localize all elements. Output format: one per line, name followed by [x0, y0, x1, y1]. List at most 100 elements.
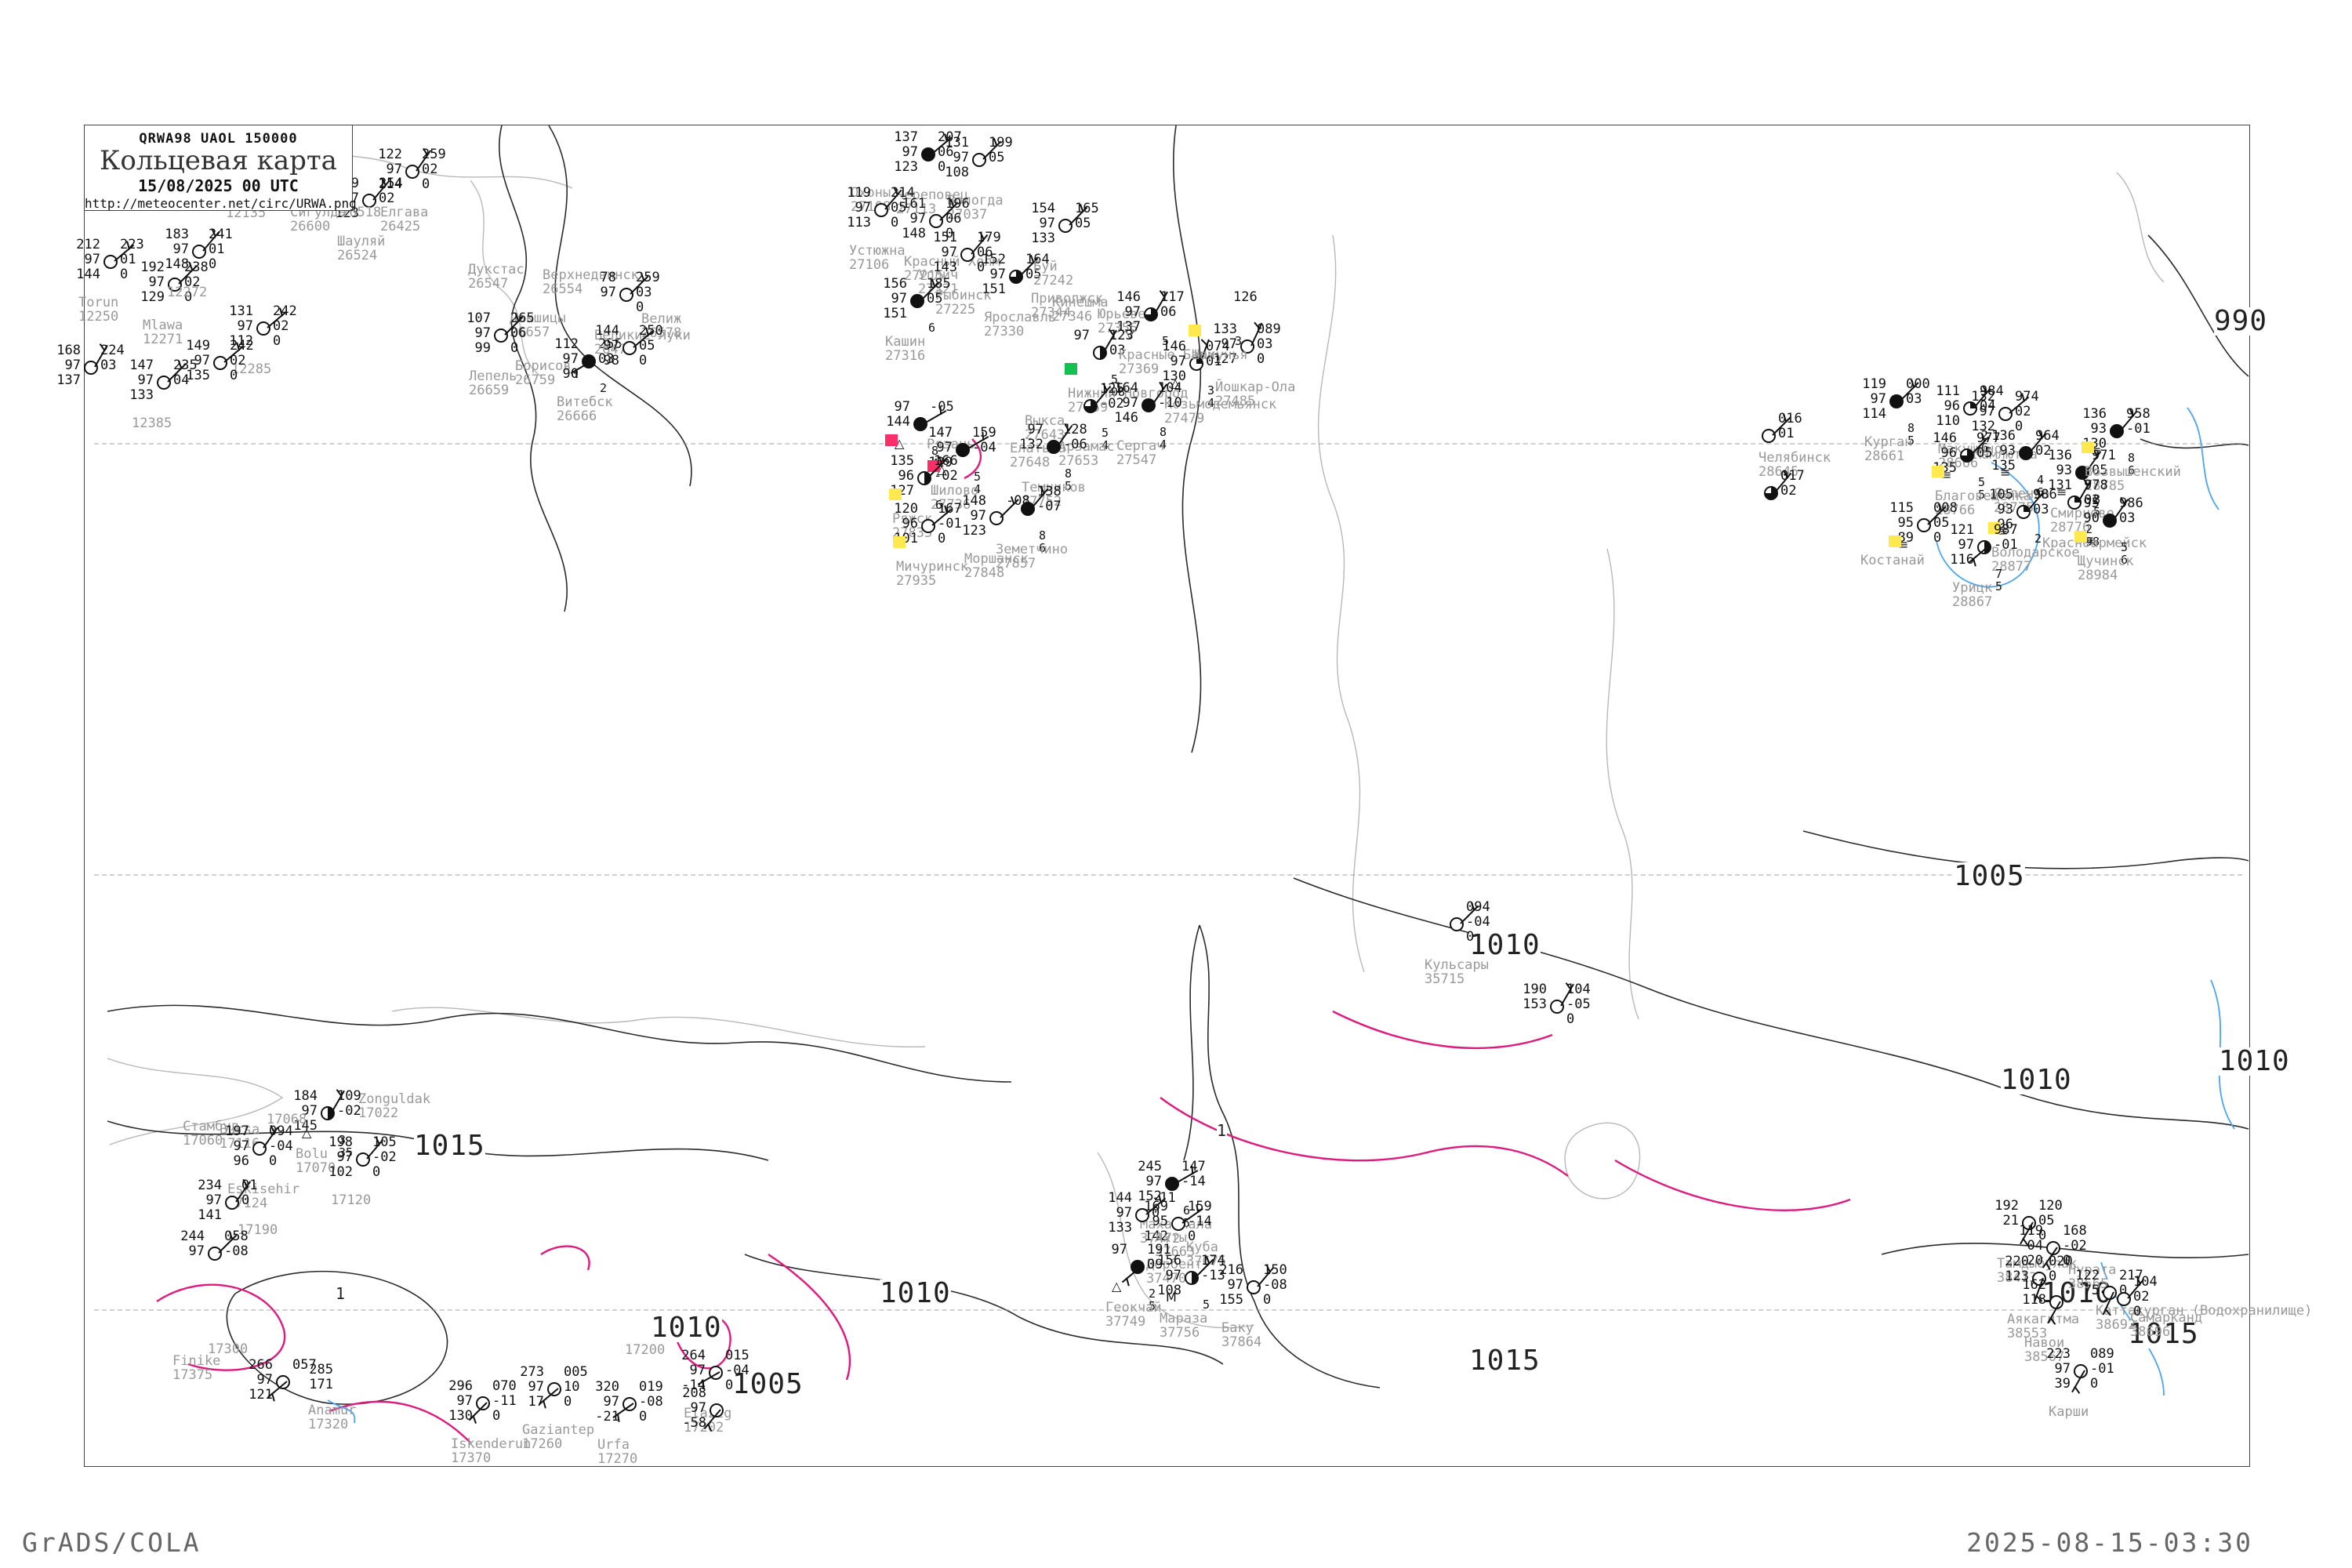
weather-symbol: ▽ — [1125, 326, 1135, 341]
station-value: 120 — [894, 501, 918, 517]
station-value: 208 — [682, 1385, 706, 1401]
station-id: 17022 — [358, 1105, 399, 1121]
station-value: 164 — [1025, 252, 1050, 267]
station-right-values: 250 05 0 — [639, 324, 710, 368]
station-value: 97 — [528, 1379, 544, 1395]
station-value: 102 — [328, 1164, 353, 1180]
station-value: 06 — [946, 211, 962, 227]
station-left-values: 111 96 110 — [1893, 384, 1960, 429]
station-value: 01 — [1206, 354, 1222, 369]
station-value: 058 — [224, 1229, 249, 1244]
cloud-cover-symbol — [1762, 429, 1776, 443]
station-label: Mlawa 12271 — [143, 318, 183, 347]
station-value: -14 — [1181, 1174, 1206, 1189]
render-timestamp: 2025-08-15-03:30 — [1966, 1527, 2253, 1558]
station-right-values: 005 10 0 — [564, 1365, 634, 1410]
station-value: 02 — [2015, 404, 2031, 419]
station-value: 167 — [938, 501, 962, 517]
station-value: 147 — [129, 358, 154, 373]
station-value: 0 — [938, 159, 946, 175]
station-value: 5 — [1065, 479, 1073, 493]
station-name: Gaziantep — [522, 1422, 595, 1438]
highlight-marker-yellow — [1189, 325, 1201, 336]
station-value: 255 — [598, 336, 622, 352]
station-label: Вологда 27037 — [947, 194, 1004, 222]
station-label: Дукстас 26547 — [468, 263, 524, 291]
cloud-cover-symbol — [1917, 518, 1931, 532]
station-label: Костанай — [1860, 554, 1925, 568]
highlight-marker-pink — [927, 460, 940, 472]
cloud-cover-symbol — [582, 354, 596, 368]
station-value: -02 — [934, 468, 958, 484]
station-name: Нурата — [2068, 1262, 2117, 1278]
cloud-cover-symbol — [2016, 505, 2031, 519]
station-value: 5 — [1978, 475, 1986, 489]
station-name: Выкса — [1025, 413, 1065, 429]
station-value: 04 — [173, 372, 190, 388]
station-right-values: 179 06 0 — [977, 230, 1047, 275]
station-value: 0 — [938, 531, 946, 546]
cloud-cover-symbol — [362, 194, 376, 208]
station-value: 8 — [1907, 421, 1915, 435]
station-value: 217 — [2119, 1268, 2143, 1283]
station-value: -06 — [1063, 437, 1087, 452]
station-left-values: 95 90 — [2032, 496, 2100, 526]
station-value: 145 — [293, 1118, 318, 1134]
station-value: 111 — [1936, 383, 1960, 399]
station-value: 05 — [989, 150, 1005, 165]
station-value: 165 — [1075, 201, 1099, 216]
station-value: 153 — [1523, 996, 1547, 1012]
station-id: 26547 — [468, 276, 509, 292]
cloud-cover-symbol — [1093, 346, 1107, 360]
station-value: 2 — [2034, 532, 2042, 546]
station-value: 0 — [492, 1408, 501, 1424]
station-value: 179 — [977, 230, 1001, 245]
station-value: 119 — [847, 185, 871, 201]
station-name: Куба — [1186, 1240, 1218, 1255]
station-name: Докшицы — [510, 310, 566, 326]
station-label: Витебск 26666 — [557, 395, 613, 423]
station-value: 136 — [2082, 406, 2107, 422]
station-id: 27653 — [1058, 453, 1099, 469]
station-value: 0 — [372, 1164, 381, 1180]
isobar-label: 1010 — [2219, 1045, 2290, 1077]
isobar-label: 1015 — [414, 1130, 485, 1162]
station-value: 198 — [328, 1134, 353, 1150]
weather-symbol: ≡ — [2000, 465, 2011, 480]
station-label: Йошкар-Ола 27485 — [1215, 380, 1295, 408]
station-value: 146 — [1162, 339, 1186, 354]
station-value: 166 — [934, 453, 958, 469]
station-value: 97 — [386, 162, 402, 177]
station-value: 0 — [1466, 929, 1475, 945]
station-value: -01 — [2126, 421, 2151, 437]
station-value: -02 — [1100, 396, 1124, 412]
station-name: Кульсары — [1425, 957, 1489, 973]
station-value: 95 — [1152, 1214, 1168, 1229]
coastline-group — [107, 132, 2165, 1329]
station-id: 26554 — [543, 281, 583, 297]
station-right-values: 125 -02 — [1100, 382, 1171, 412]
station-value: 184 — [293, 1088, 318, 1104]
station-label: Геокчай 37749 — [1105, 1301, 1162, 1329]
station-label: Приволжск 27344 — [1031, 292, 1103, 320]
station-label: Шилово 27736 — [931, 484, 978, 512]
station-right-values: 159 -04 — [972, 426, 1043, 456]
station-id: 27113 — [896, 201, 937, 217]
cloud-cover-symbol — [1247, 1280, 1261, 1294]
station-value: 171 — [309, 1377, 333, 1392]
station-value: 03 — [1906, 391, 1922, 407]
station-value: 214 — [891, 185, 915, 201]
cloud-cover-symbol — [1240, 339, 1254, 354]
station-value: 97 — [1073, 328, 1090, 343]
cloud-cover-symbol — [157, 376, 171, 390]
station-id: 27316 — [885, 348, 926, 364]
station-name: Земетчино — [996, 542, 1069, 557]
station-id: 26657 — [510, 325, 550, 340]
station-label: 17200 — [625, 1343, 665, 1357]
station-label: Борисов 26759 — [515, 359, 572, 387]
highlight-marker-yellow — [2082, 441, 2094, 453]
station-value: 6 — [2121, 553, 2129, 567]
station-right-values: 166 -02 — [934, 454, 1004, 484]
